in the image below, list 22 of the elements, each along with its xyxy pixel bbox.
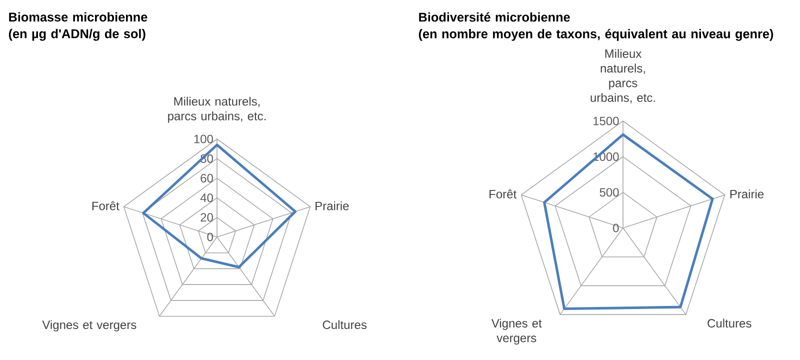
spoke-label: Forêt bbox=[92, 201, 120, 210]
spoke-label: Prairie bbox=[316, 201, 349, 210]
y-tick-label: 1500 bbox=[593, 116, 619, 126]
spoke-label: Cultures bbox=[708, 318, 752, 328]
spoke-label: Cultures bbox=[322, 320, 366, 330]
spoke-label: Prairie bbox=[730, 190, 764, 198]
chart-subtitle: (en µg d'ADN/g de sol) bbox=[8, 28, 146, 41]
y-tick-label: 0 bbox=[207, 232, 213, 242]
spoke-label: Milieux naturels, parcs urbains, etc. bbox=[168, 96, 266, 123]
chart-title: Biomasse microbienne bbox=[9, 12, 148, 22]
y-tick-label: 20 bbox=[200, 213, 213, 222]
spoke-label: Vignes et vergers bbox=[42, 320, 136, 332]
spoke-label: Vignes et vergers bbox=[491, 318, 542, 345]
spoke-label: Milieux naturels, parcs urbains, etc. bbox=[590, 49, 655, 104]
y-tick-label: 500 bbox=[600, 188, 619, 197]
chart-title: Biodiversité microbienne bbox=[419, 12, 570, 22]
chart-subtitle: (en nombre moyen de taxons, équivalent au niveau genre) bbox=[418, 28, 774, 41]
y-tick-label: 60 bbox=[200, 174, 213, 182]
y-tick-label: 0 bbox=[613, 224, 619, 232]
y-tick-label: 40 bbox=[200, 194, 213, 202]
spoke-label: Forêt bbox=[490, 190, 516, 198]
y-tick-label: 100 bbox=[194, 134, 213, 144]
